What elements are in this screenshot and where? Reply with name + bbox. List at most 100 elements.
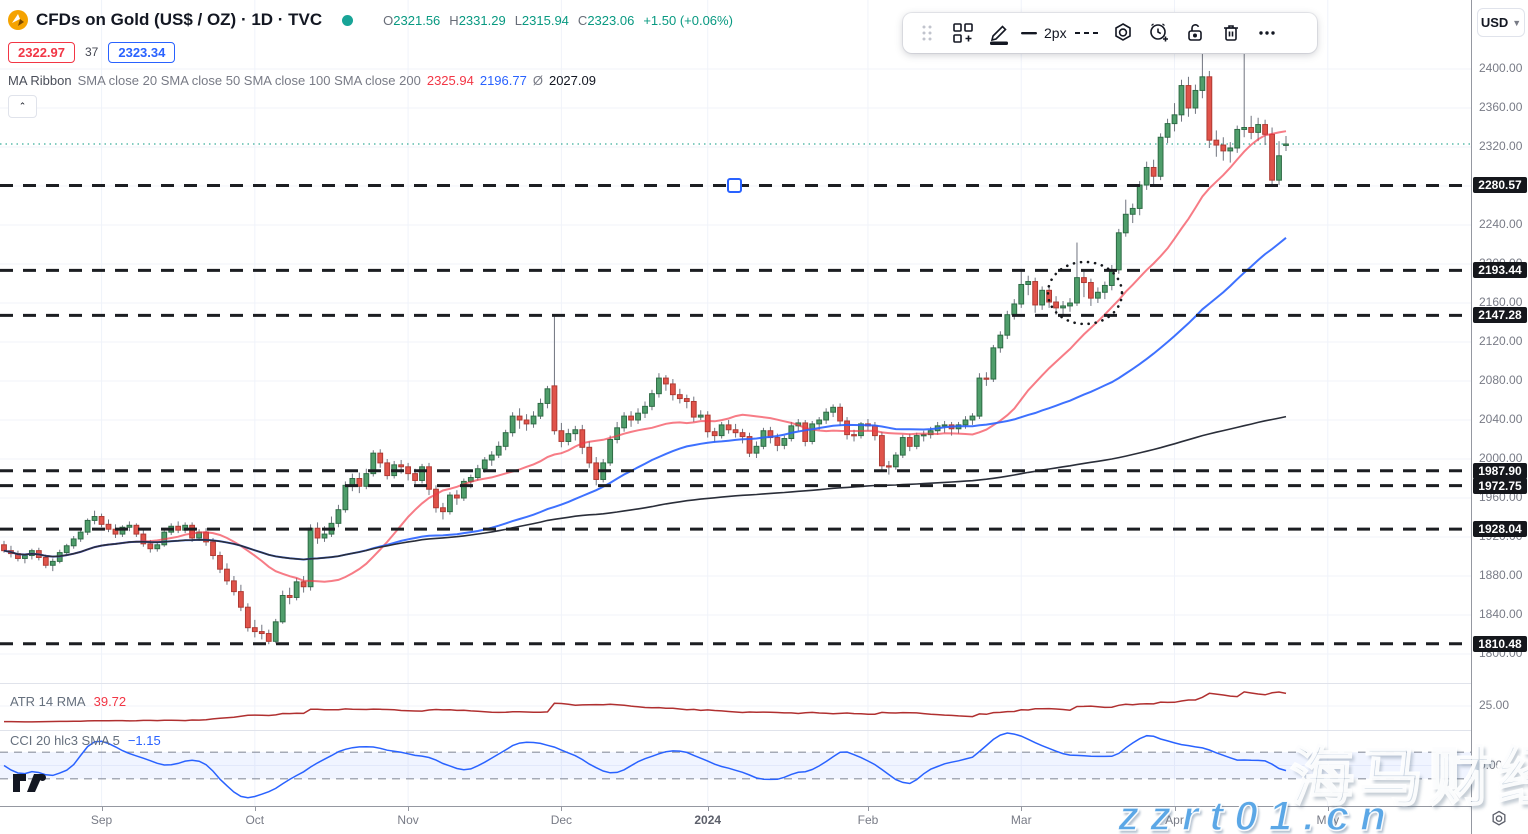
low-value: 2315.94 [521,12,569,28]
collapse-legend-button[interactable]: ⌃ [8,95,37,118]
line-style-button[interactable] [1071,17,1103,49]
time-tick [561,807,563,811]
price-level-badge: 2147.28 [1473,307,1527,324]
indicator-params: SMA close 20 SMA close 50 SMA close 100 … [77,73,421,88]
unlock-icon [1187,24,1202,41]
price-level-badge: 1972.75 [1473,477,1527,494]
lock-button[interactable] [1179,17,1211,49]
line-width-button[interactable]: 2px [1019,17,1067,49]
time-tick [1021,807,1023,811]
month-label: Apr [1165,813,1184,827]
symbol-title[interactable]: CFDs on Gold (US$ / OZ) · 1D · TVC [36,10,323,29]
price-level-badge: 2280.57 [1473,177,1527,194]
cci-band [0,751,1471,780]
trash-icon [1223,25,1238,41]
price-tick-label: 2160.00 [1479,295,1523,309]
instrument-logo-icon [8,10,28,30]
atr-legend[interactable]: ATR 14 RMA 39.72 [10,694,126,709]
clock-plus-icon [1149,23,1168,42]
price-tick-label: 2240.00 [1479,217,1523,231]
market-status-dot[interactable] [342,14,354,26]
cci-line [3,732,1287,799]
drawing-anchor-handle[interactable] [727,178,742,193]
dashed-line-icon [1074,32,1098,34]
price-level-badge: 1987.90 [1473,462,1527,479]
atr-line [4,691,1287,723]
time-axis[interactable]: Sep Oct Nov Dec 2024 Feb Mar Apr May [0,807,1471,834]
price-tick-label: 2400.00 [1479,61,1523,75]
spread-value: 37 [85,45,99,59]
axis-settings-icon[interactable] [1489,809,1509,829]
time-axis-separator [0,806,1528,807]
time-tick [707,807,709,811]
sma100-hidden-marker: Ø [532,73,543,88]
close-value: 2323.06 [587,12,635,28]
month-label: Mar [1010,813,1032,827]
add-alert-button[interactable] [1143,17,1175,49]
price-level-badge: 1928.04 [1473,521,1527,538]
month-label: Sep [90,813,113,827]
open-value: 2321.56 [393,12,441,28]
pane-separator[interactable] [0,683,1528,684]
ellipse-drawing [1046,260,1124,326]
ohlc-values: O2321.56 H2331.29 L2315.94 C2323.06 +1.5… [383,12,733,28]
chevron-up-icon: ⌃ [18,101,27,111]
price-axis[interactable]: 1800.001840.001880.001920.001960.002000.… [1471,0,1528,834]
time-tick [1327,807,1329,811]
price-tick-label: 2120.00 [1479,334,1523,348]
toolbar-drag-handle[interactable] [911,17,943,49]
month-label: Dec [550,813,573,827]
month-label: Oct [245,813,265,827]
month-label: 2024 [694,813,722,827]
month-label: Feb [857,813,879,827]
time-tick [1174,807,1176,811]
sell-price-button[interactable]: 2322.97 [8,41,75,63]
price-level-badge: 2193.44 [1473,262,1527,279]
month-label: Nov [397,813,419,827]
line-width-label: 2px [1044,25,1067,41]
price-tick-label: 2320.00 [1479,139,1523,153]
template-icon [953,23,973,43]
price-tick-label: 2000.00 [1479,451,1523,465]
time-tick [254,807,256,811]
cci-label: CCI 20 hlc3 SMA 5 [10,733,120,748]
grid-lines [0,0,1471,806]
drawing-toolbar: 2px [903,13,1317,53]
currency-selector[interactable]: USD ▼ [1477,8,1525,37]
price-tick-label: 1840.00 [1479,607,1523,621]
delete-button[interactable] [1215,17,1247,49]
cci-legend[interactable]: CCI 20 hlc3 SMA 5 −1.15 [10,733,161,748]
settings-button[interactable] [1107,17,1139,49]
time-tick [408,807,410,811]
price-level-badge: 1810.48 [1473,635,1527,652]
high-value: 2331.29 [458,12,506,28]
line-color-button[interactable] [983,17,1015,49]
price-tick-label: 2080.00 [1479,373,1523,387]
price-tick-label: 2040.00 [1479,412,1523,426]
line-width-icon [1021,32,1037,35]
ma-lines [3,130,1287,583]
month-label: May [1316,813,1340,827]
settings-hexagon-icon [1114,23,1131,41]
buy-price-button[interactable]: 2323.34 [108,41,176,63]
indicator-legend[interactable]: MA Ribbon SMA close 20 SMA close 50 SMA … [8,73,733,88]
atr-value: 39.72 [93,694,127,709]
sma50-value: 2196.77 [479,73,527,88]
chevron-down-icon: ▼ [1512,17,1522,28]
sma200-value: 2027.09 [548,73,596,88]
change-value: +1.50 (+0.06%) [643,12,733,28]
level-lines [0,183,1471,646]
chart-header: CFDs on Gold (US$ / OZ) · 1D · TVC O2321… [8,8,733,118]
atr-axis-label: 25.00 [1479,698,1510,712]
ellipsis-icon [1258,31,1275,35]
more-options-button[interactable] [1251,17,1283,49]
tradingview-logo[interactable] [12,770,48,796]
cci-value: −1.15 [127,733,161,748]
price-tick-label: 1880.00 [1479,568,1523,582]
time-tick [101,807,103,811]
price-chart-canvas[interactable] [0,0,1471,806]
template-button[interactable] [947,17,979,49]
cci-axis-label: 0.00 [1479,757,1503,772]
pane-separator[interactable] [0,730,1528,731]
